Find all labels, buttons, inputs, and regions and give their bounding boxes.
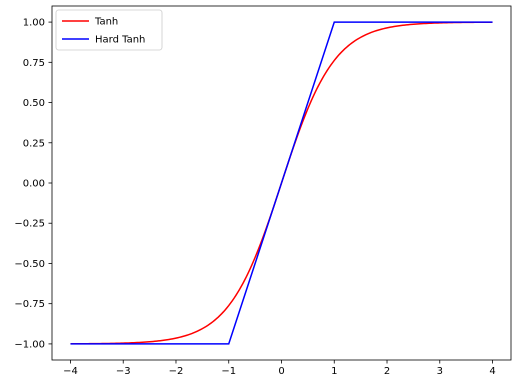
y-tick-label: −0.25 bbox=[14, 219, 45, 230]
y-tick-label: −1.00 bbox=[14, 339, 45, 350]
legend-box bbox=[55, 9, 163, 51]
y-tick-label: 1.00 bbox=[23, 18, 45, 29]
legend: Tanh Hard Tanh bbox=[55, 9, 163, 51]
x-tick-label: 4 bbox=[489, 366, 495, 377]
x-tick-label: −2 bbox=[169, 366, 184, 377]
y-tick-label: 0.25 bbox=[23, 138, 45, 149]
series-lines bbox=[70, 21, 493, 345]
x-tick-label: −3 bbox=[116, 366, 131, 377]
x-tick-label: 3 bbox=[437, 366, 443, 377]
y-tick-label: 0.75 bbox=[23, 58, 45, 69]
x-tick-label: −1 bbox=[221, 366, 236, 377]
x-tick-label: −4 bbox=[63, 366, 78, 377]
x-tick-label: 2 bbox=[384, 366, 390, 377]
y-tick-label: −0.75 bbox=[14, 299, 45, 310]
y-tick-label: −0.50 bbox=[14, 259, 45, 270]
series-line-hard-tanh bbox=[70, 21, 493, 345]
x-tick-label: 0 bbox=[278, 366, 284, 377]
x-tick-label: 1 bbox=[331, 366, 337, 377]
y-tick-label: 0.50 bbox=[23, 98, 45, 109]
y-tick-label: 0.00 bbox=[23, 179, 45, 190]
axis-ticks: −4 −3 −2 −1 0 1 2 3 4 −1.00 −0.75 −0.50 −0.25 0.00 0.2… bbox=[14, 18, 495, 377]
legend-label-hard-tanh: Hard Tanh bbox=[95, 35, 145, 46]
legend-label-tanh: Tanh bbox=[94, 17, 118, 28]
